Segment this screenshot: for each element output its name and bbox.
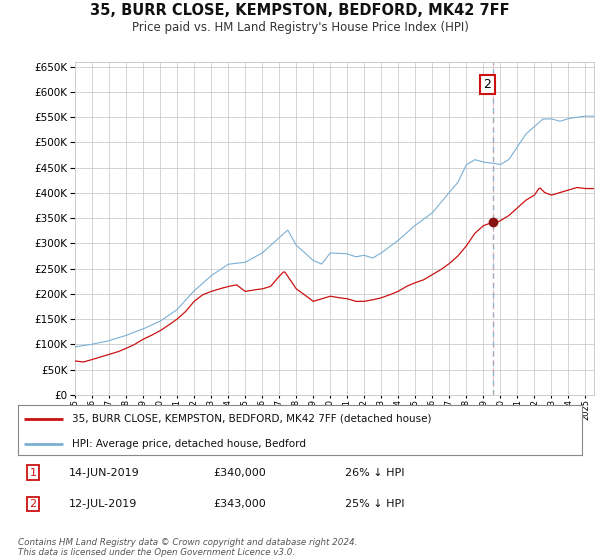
Text: 26% ↓ HPI: 26% ↓ HPI: [345, 468, 404, 478]
Text: HPI: Average price, detached house, Bedford: HPI: Average price, detached house, Bedf…: [71, 439, 305, 449]
Text: £340,000: £340,000: [213, 468, 266, 478]
Text: 1: 1: [29, 468, 37, 478]
Text: Contains HM Land Registry data © Crown copyright and database right 2024.
This d: Contains HM Land Registry data © Crown c…: [18, 538, 358, 557]
Text: 12-JUL-2019: 12-JUL-2019: [69, 499, 137, 509]
Text: 35, BURR CLOSE, KEMPSTON, BEDFORD, MK42 7FF (detached house): 35, BURR CLOSE, KEMPSTON, BEDFORD, MK42 …: [71, 414, 431, 424]
Text: 25% ↓ HPI: 25% ↓ HPI: [345, 499, 404, 509]
Text: 2: 2: [484, 78, 491, 91]
Text: Price paid vs. HM Land Registry's House Price Index (HPI): Price paid vs. HM Land Registry's House …: [131, 21, 469, 34]
Text: £343,000: £343,000: [213, 499, 266, 509]
Text: 2: 2: [29, 499, 37, 509]
Text: 14-JUN-2019: 14-JUN-2019: [69, 468, 140, 478]
Text: 35, BURR CLOSE, KEMPSTON, BEDFORD, MK42 7FF: 35, BURR CLOSE, KEMPSTON, BEDFORD, MK42 …: [90, 3, 510, 18]
